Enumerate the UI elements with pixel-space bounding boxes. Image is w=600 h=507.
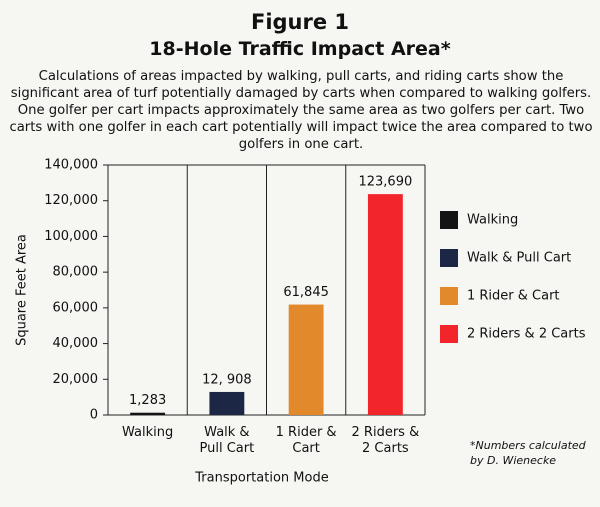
value-label: 1,283 xyxy=(129,393,166,408)
y-tick-label: 40,000 xyxy=(53,336,99,351)
bar xyxy=(130,412,166,415)
x-tick-label: Walking xyxy=(122,425,174,440)
legend-swatch xyxy=(440,211,458,229)
legend-swatch xyxy=(440,249,458,267)
y-axis-label: Square Feet Area xyxy=(15,234,30,346)
chart-subtitle: 18-Hole Traffic Impact Area* xyxy=(149,38,451,60)
value-label: 61,845 xyxy=(283,285,329,300)
legend-swatch xyxy=(440,325,458,343)
y-tick-label: 120,000 xyxy=(44,193,98,208)
chart-title: Figure 1 xyxy=(250,10,350,34)
legend-swatch xyxy=(440,287,458,305)
x-tick-label: 2 Riders & 2 Carts xyxy=(351,425,420,456)
y-tick-label: 0 xyxy=(90,408,98,423)
legend-label: 1 Rider & Cart xyxy=(467,289,560,304)
x-tick-label: Walk & Pull Cart xyxy=(199,425,255,456)
y-tick-label: 60,000 xyxy=(53,300,99,315)
legend-label: 2 Riders & 2 Carts xyxy=(467,327,586,342)
y-tick-label: 20,000 xyxy=(53,372,99,387)
value-label: 12, 908 xyxy=(202,372,252,387)
description: Calculations of areas impacted by walkin… xyxy=(9,69,593,152)
legend-label: Walk & Pull Cart xyxy=(467,251,571,266)
y-tick-label: 80,000 xyxy=(53,265,99,280)
bar xyxy=(288,304,324,415)
legend-label: Walking xyxy=(467,213,518,228)
value-label: 123,690 xyxy=(358,175,412,190)
bar xyxy=(209,391,245,415)
y-tick-label: 140,000 xyxy=(44,158,98,173)
y-tick-label: 100,000 xyxy=(44,229,98,244)
note: *Numbers calculated by D. Wienecke xyxy=(470,439,586,467)
x-tick-label: 1 Rider & Cart xyxy=(275,425,337,456)
bar xyxy=(367,194,403,415)
x-axis-label: Transportation Mode xyxy=(194,471,328,486)
